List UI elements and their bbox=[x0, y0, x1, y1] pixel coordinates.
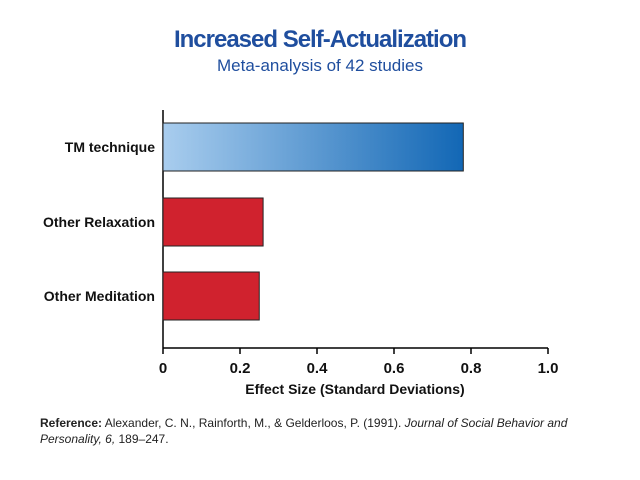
bar-other-meditation bbox=[162, 271, 260, 321]
bar-tm-technique bbox=[162, 122, 464, 172]
x-tick-label: 0.8 bbox=[461, 360, 482, 377]
chart-title: Increased Self-Actualization bbox=[173, 26, 467, 53]
x-tick-label: 0.2 bbox=[230, 360, 251, 377]
x-axis-label: Effect Size (Standard Deviations) bbox=[245, 381, 464, 397]
x-tick-label: 0 bbox=[159, 360, 167, 377]
reference-journal: Journal of Social Behavior and Personali… bbox=[40, 416, 568, 446]
bar-other-relaxation bbox=[162, 197, 264, 247]
category-label: Other Relaxation bbox=[43, 214, 155, 230]
bar-chart: TM technique Other Relaxation Other Medita… bbox=[43, 110, 559, 397]
reference-note: Reference: Alexander, C. N., Rainforth, … bbox=[40, 415, 610, 447]
reference-label: Reference: bbox=[40, 416, 103, 430]
category-label: Other Meditation bbox=[44, 288, 155, 304]
x-tick-label: 1.0 bbox=[538, 360, 559, 377]
x-tick-label: 0.6 bbox=[384, 360, 405, 377]
reference-pages: 189–247. bbox=[118, 432, 169, 446]
x-tick-label: 0.4 bbox=[307, 360, 329, 377]
reference-authors: Alexander, C. N., Rainforth, M., & Gelde… bbox=[104, 416, 402, 430]
category-label: TM technique bbox=[65, 139, 155, 155]
chart-subtitle: Meta-analysis of 42 studies bbox=[217, 56, 423, 75]
